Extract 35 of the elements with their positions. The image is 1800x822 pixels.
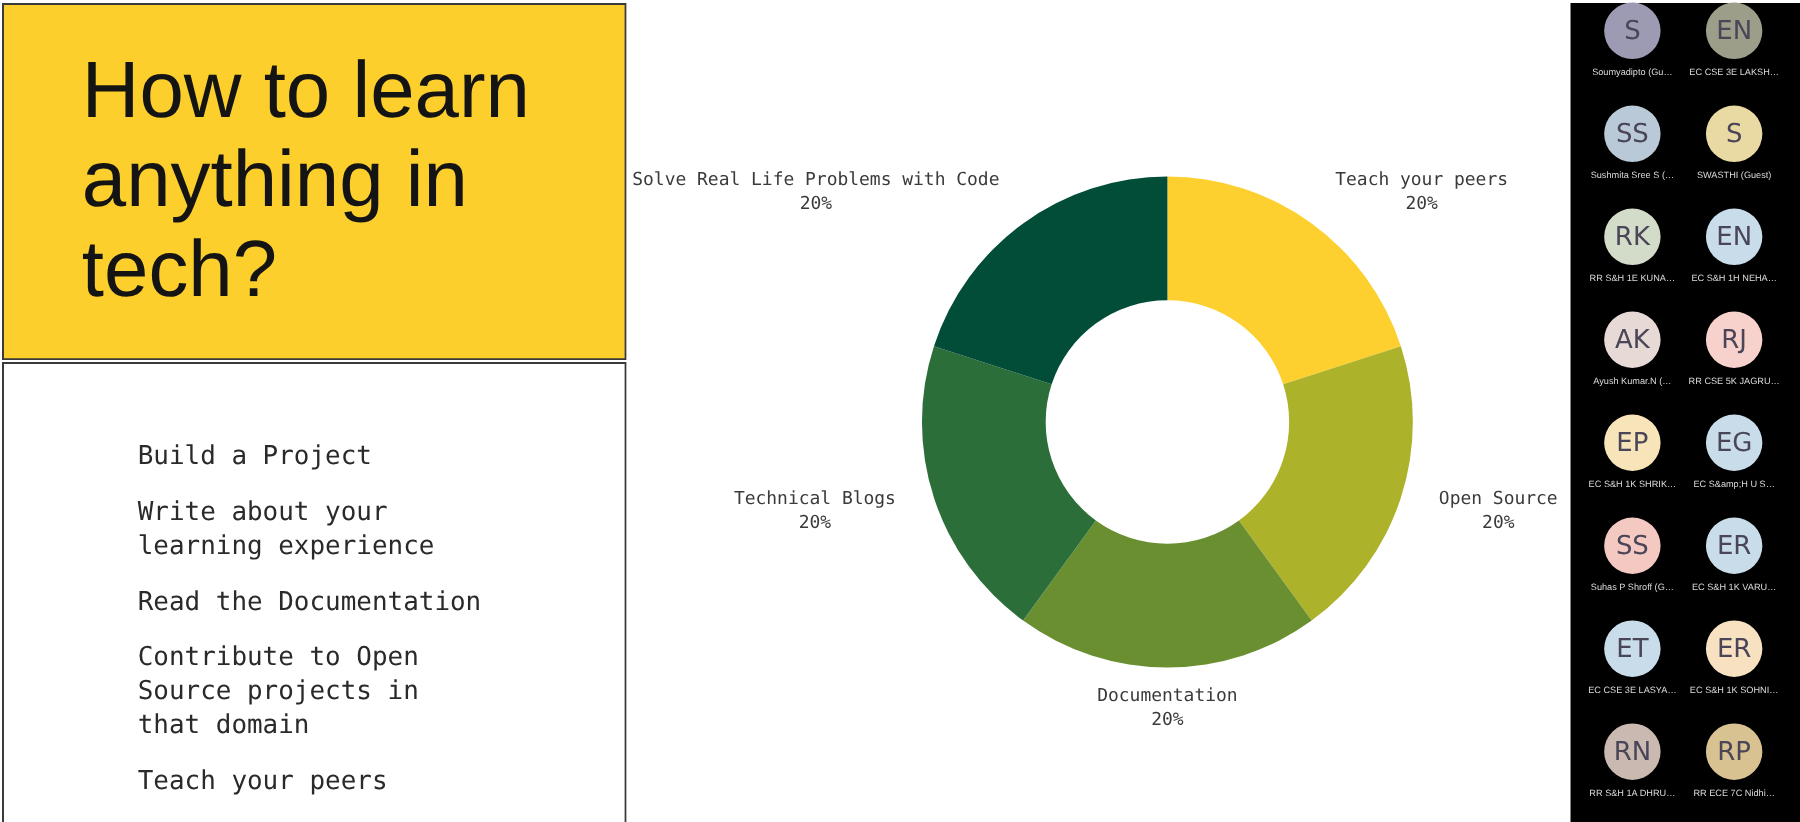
slice-label: Documentation [1097, 687, 1238, 708]
slice-label: Open Source [1438, 490, 1558, 511]
text: Contribute to Open Source projects in that domain [137, 643, 419, 742]
text: EN [1716, 222, 1753, 253]
text: Write about your learning experience [137, 497, 435, 562]
text: ER [1716, 634, 1752, 665]
chart-title: How to learn anything in tech? [81, 46, 530, 315]
text: SS [1615, 119, 1649, 150]
donut-slice [1238, 346, 1413, 621]
slice-label: Technical Blogs [733, 490, 896, 511]
slice-label: Solve Real Life Problems with Code [632, 171, 1000, 192]
donut-slice [1023, 520, 1312, 668]
donut-slice [922, 346, 1096, 621]
text: EP [1616, 428, 1649, 459]
text: EN [1716, 16, 1753, 47]
data-label: 20% [1405, 195, 1440, 216]
text: S [1725, 119, 1743, 150]
text: RP [1717, 737, 1752, 768]
data-label: 20% [799, 195, 834, 216]
data-label: 20% [1482, 514, 1516, 535]
text: Read the Documentation [137, 587, 482, 618]
slice-label: Teach your peers [1335, 171, 1509, 192]
data-label: 20% [1151, 711, 1185, 732]
text: SS [1615, 531, 1649, 562]
text: Teach your peers [137, 767, 388, 798]
text: RK [1614, 222, 1651, 253]
text: Build a Project [137, 441, 372, 472]
text: ER [1716, 531, 1752, 562]
text: S [1624, 16, 1641, 47]
text: AK [1614, 325, 1651, 356]
text: RN [1613, 737, 1652, 768]
text: RJ [1721, 325, 1747, 356]
text: ET [1616, 634, 1649, 665]
data-label: 20% [798, 514, 833, 535]
text: EG [1715, 428, 1753, 459]
